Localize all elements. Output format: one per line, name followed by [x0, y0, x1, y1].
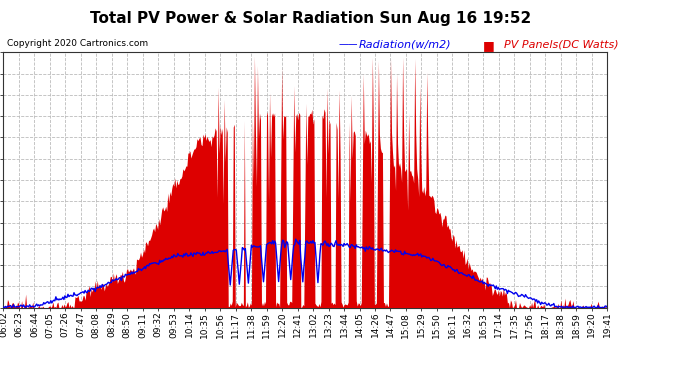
Text: ■: ■ — [483, 39, 495, 53]
Text: ——: —— — [338, 39, 357, 50]
Text: Copyright 2020 Cartronics.com: Copyright 2020 Cartronics.com — [7, 39, 148, 48]
Text: Radiation(w/m2): Radiation(w/m2) — [359, 39, 451, 50]
Text: PV Panels(DC Watts): PV Panels(DC Watts) — [504, 39, 618, 50]
Text: Total PV Power & Solar Radiation Sun Aug 16 19:52: Total PV Power & Solar Radiation Sun Aug… — [90, 11, 531, 26]
